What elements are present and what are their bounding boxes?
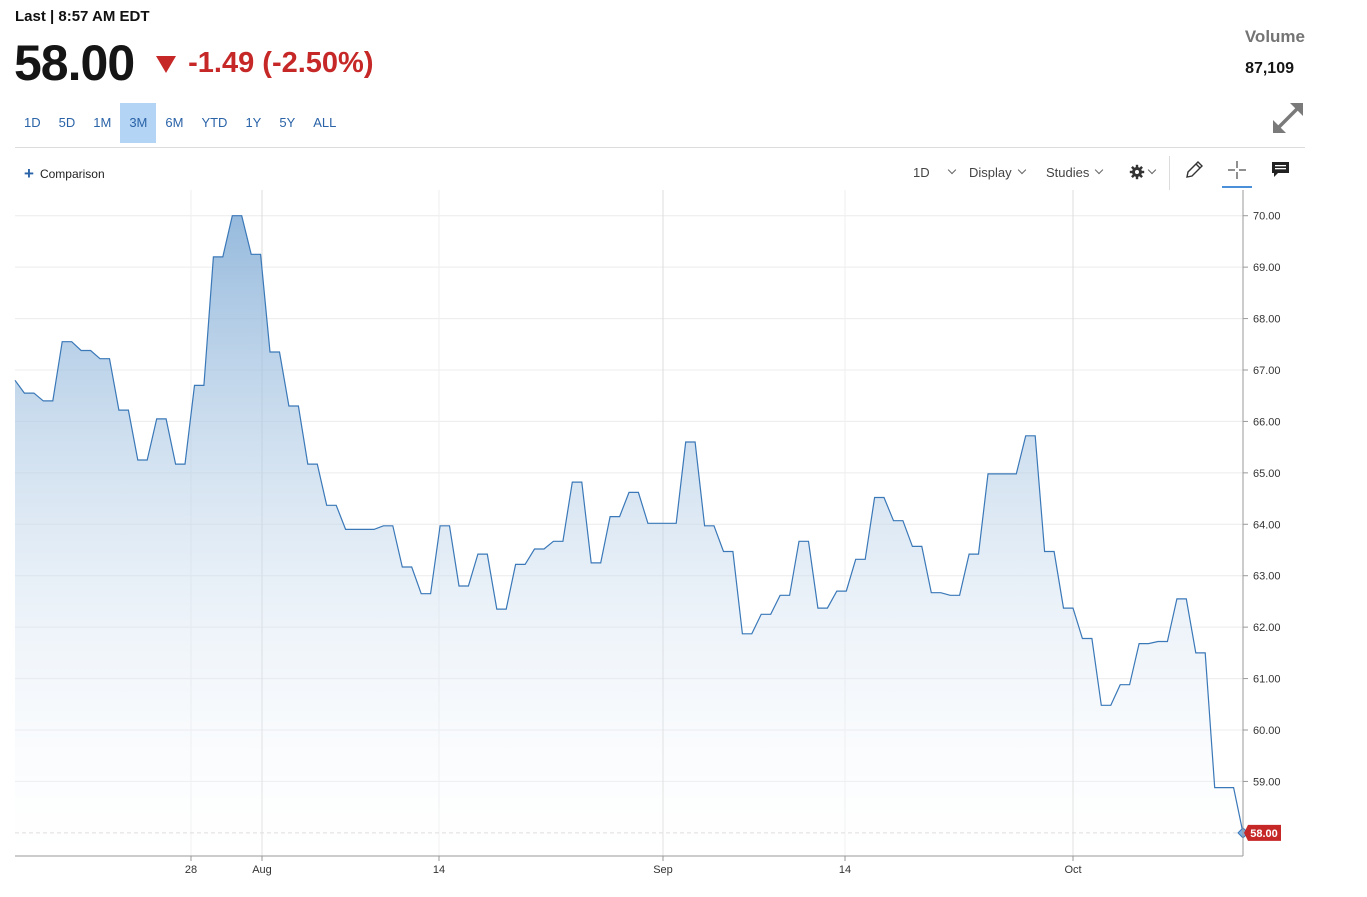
chart-axes: 70.00 69.00 68.00 67.00 66.00 65.00 64.00 63.00… — [15, 190, 1281, 876]
pencil-icon[interactable] — [1184, 160, 1204, 180]
crosshair-active-indicator — [1222, 186, 1252, 188]
last-value-badge-label: 58.00 — [1250, 828, 1278, 840]
range-all-button[interactable]: ALL — [313, 115, 337, 130]
crosshair-icon[interactable] — [1227, 160, 1247, 180]
x-tick-label: Oct — [1064, 864, 1081, 876]
range-5d-button[interactable]: 5D — [58, 115, 76, 130]
studies-label: Studies — [1046, 164, 1090, 180]
y-tick-label: 64.00 — [1253, 519, 1281, 531]
y-tick-label: 59.00 — [1253, 776, 1281, 788]
interval-label: 1D — [913, 164, 930, 180]
range-ytd-button[interactable]: YTD — [201, 115, 228, 130]
price-area — [15, 215, 1243, 856]
last-value-badge — [1244, 824, 1281, 841]
y-tick-label: 61.00 — [1253, 674, 1281, 686]
settings-dropdown[interactable] — [1129, 160, 1157, 184]
range-1y-button[interactable]: 1Y — [245, 115, 262, 130]
interval-dropdown[interactable]: 1D — [913, 160, 956, 184]
volume-value: 87,109 — [1245, 60, 1294, 77]
y-tick-label: 67.00 — [1253, 365, 1281, 377]
range-1d-button[interactable]: 1D — [24, 115, 41, 130]
gear-icon — [1129, 164, 1145, 180]
y-tick-label: 70.00 — [1253, 211, 1281, 223]
x-tick-label: 14 — [433, 864, 445, 876]
y-tick-label: 60.00 — [1253, 725, 1281, 737]
y-tick-label: 62.00 — [1253, 622, 1281, 634]
display-dropdown[interactable]: Display — [969, 160, 1026, 184]
range-6m-button[interactable]: 6M — [165, 115, 184, 130]
price-change: -1.49 (-2.50%) — [188, 46, 374, 79]
y-tick-label: 68.00 — [1253, 314, 1281, 326]
comparison-label: Comparison — [39, 166, 105, 181]
y-tick-label: 63.00 — [1253, 571, 1281, 583]
range-3m-button[interactable]: 3M — [120, 103, 157, 143]
range-1m-button[interactable]: 1M — [93, 115, 112, 130]
plus-icon: + — [24, 164, 34, 183]
price-line — [14, 215, 1244, 834]
toolbar-separator — [1169, 156, 1170, 190]
range-selector: 1D 5D 1M 3M 6M YTD 1Y 5Y ALL — [15, 103, 345, 143]
display-label: Display — [969, 164, 1012, 180]
comparison-button[interactable]: + Comparison — [24, 165, 105, 182]
last-price: 58.00 — [14, 35, 135, 91]
down-arrow-icon — [156, 55, 177, 73]
range-5y-button[interactable]: 5Y — [279, 115, 296, 130]
x-tick-label: 14 — [839, 864, 851, 876]
y-tick-label: 65.00 — [1253, 468, 1281, 480]
y-tick-label: 66.00 — [1253, 416, 1281, 428]
price-row: 58.00 -1.49 (-2.50%) — [14, 34, 373, 92]
news-icon[interactable] — [1271, 161, 1290, 178]
volume-label: Volume — [1244, 27, 1305, 46]
last-updated-label: Last | 8:57 AM EDT — [15, 8, 150, 25]
studies-dropdown[interactable]: Studies — [1046, 160, 1104, 184]
x-tick-label: Aug — [252, 864, 272, 876]
y-tick-label: 69.00 — [1253, 262, 1281, 274]
x-tick-label: Sep — [653, 864, 673, 876]
expand-icon[interactable] — [1270, 100, 1306, 136]
x-tick-label: 28 — [185, 864, 197, 876]
header-divider — [15, 147, 1305, 148]
chart-plot — [14, 215, 1249, 856]
